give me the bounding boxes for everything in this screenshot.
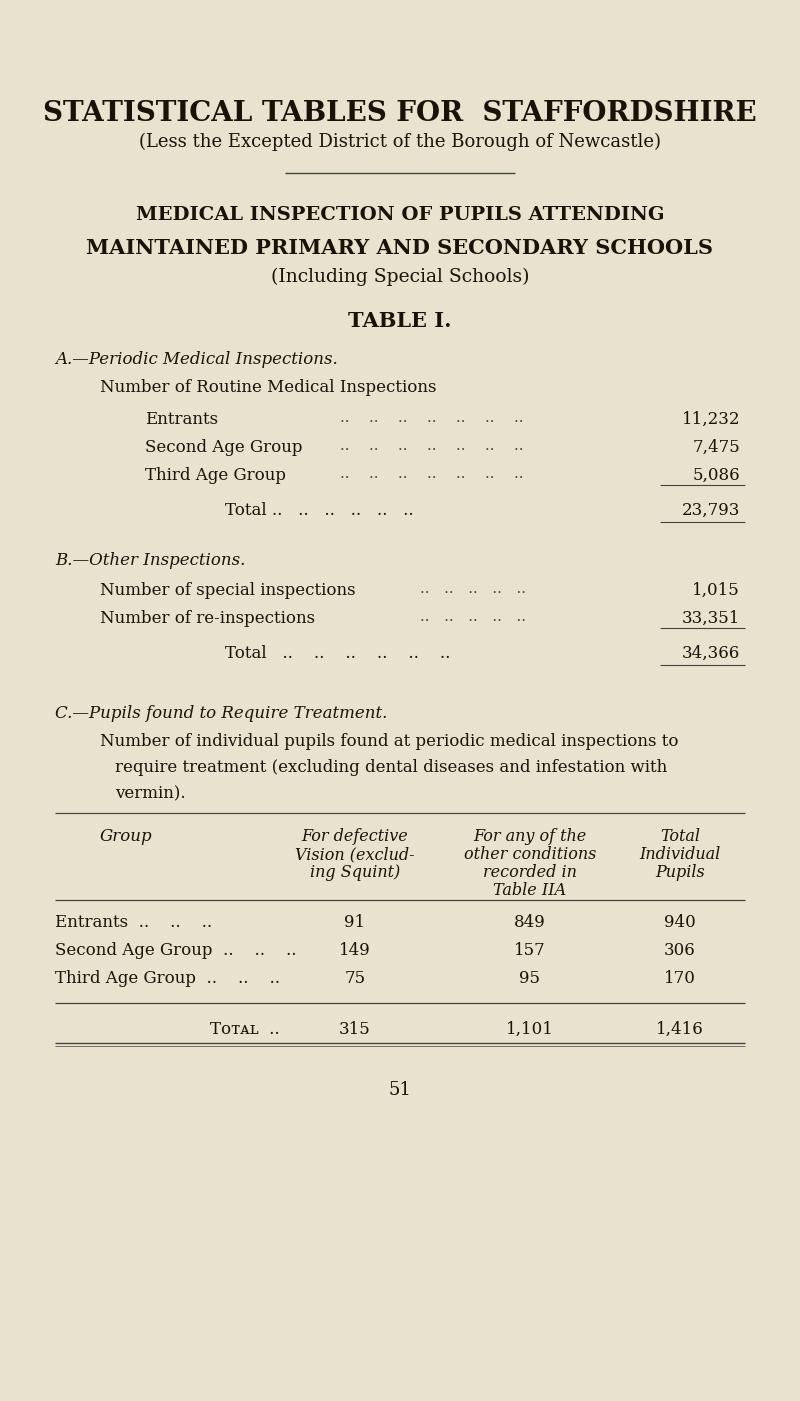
Text: MEDICAL INSPECTION OF PUPILS ATTENDING: MEDICAL INSPECTION OF PUPILS ATTENDING <box>136 206 664 224</box>
Text: vermin).: vermin). <box>115 785 186 801</box>
Text: ..    ..    ..    ..    ..    ..    ..: .. .. .. .. .. .. .. <box>340 410 523 425</box>
Text: 23,793: 23,793 <box>682 502 740 518</box>
Text: STATISTICAL TABLES FOR  STAFFORDSHIRE: STATISTICAL TABLES FOR STAFFORDSHIRE <box>43 99 757 127</box>
Text: A.—Periodic Medical Inspections.: A.—Periodic Medical Inspections. <box>55 352 338 368</box>
Text: 51: 51 <box>389 1082 411 1098</box>
Text: Total: Total <box>660 828 700 845</box>
Text: 75: 75 <box>345 969 366 986</box>
Text: 33,351: 33,351 <box>682 609 740 628</box>
Text: TABLE I.: TABLE I. <box>348 311 452 331</box>
Text: other conditions: other conditions <box>464 846 596 863</box>
Text: ..   ..   ..   ..   ..: .. .. .. .. .. <box>420 581 526 595</box>
Text: Table IIA: Table IIA <box>494 883 566 899</box>
Text: Number of special inspections: Number of special inspections <box>100 581 356 600</box>
Text: Number of Routine Medical Inspections: Number of Routine Medical Inspections <box>100 380 437 396</box>
Text: require treatment (excluding dental diseases and infestation with: require treatment (excluding dental dise… <box>115 759 667 776</box>
Text: Third Age Group  ..    ..    ..: Third Age Group .. .. .. <box>55 969 280 986</box>
Text: Total   ..    ..    ..    ..    ..    ..: Total .. .. .. .. .. .. <box>225 644 450 663</box>
Text: ..   ..   ..   ..   ..: .. .. .. .. .. <box>420 609 526 623</box>
Text: B.—Other Inspections.: B.—Other Inspections. <box>55 552 246 569</box>
Text: 1,101: 1,101 <box>506 1021 554 1038</box>
Text: 91: 91 <box>345 913 366 932</box>
Text: Group: Group <box>100 828 153 845</box>
Text: C.—Pupils found to Require Treatment.: C.—Pupils found to Require Treatment. <box>55 705 387 722</box>
Text: 5,086: 5,086 <box>692 467 740 483</box>
Text: Third Age Group: Third Age Group <box>145 467 286 483</box>
Text: 34,366: 34,366 <box>682 644 740 663</box>
Text: Second Age Group: Second Age Group <box>145 439 302 455</box>
Text: 306: 306 <box>664 941 696 960</box>
Text: Tᴏᴛᴀʟ  ..: Tᴏᴛᴀʟ .. <box>210 1021 280 1038</box>
Text: For defective: For defective <box>302 828 408 845</box>
Text: 170: 170 <box>664 969 696 986</box>
Text: Pupils: Pupils <box>655 864 705 881</box>
Text: Number of re-inspections: Number of re-inspections <box>100 609 315 628</box>
Text: 315: 315 <box>339 1021 371 1038</box>
Text: 1,015: 1,015 <box>692 581 740 600</box>
Text: ..    ..    ..    ..    ..    ..    ..: .. .. .. .. .. .. .. <box>340 467 523 481</box>
Text: 940: 940 <box>664 913 696 932</box>
Text: For any of the: For any of the <box>474 828 586 845</box>
Text: 11,232: 11,232 <box>682 410 740 427</box>
Text: Entrants  ..    ..    ..: Entrants .. .. .. <box>55 913 212 932</box>
Text: 157: 157 <box>514 941 546 960</box>
Text: (Including Special Schools): (Including Special Schools) <box>270 268 530 286</box>
Text: Total ..   ..   ..   ..   ..   ..: Total .. .. .. .. .. .. <box>225 502 414 518</box>
Text: Number of individual pupils found at periodic medical inspections to: Number of individual pupils found at per… <box>100 733 678 750</box>
Text: 849: 849 <box>514 913 546 932</box>
Text: ing Squint): ing Squint) <box>310 864 400 881</box>
Text: recorded in: recorded in <box>483 864 577 881</box>
Text: MAINTAINED PRIMARY AND SECONDARY SCHOOLS: MAINTAINED PRIMARY AND SECONDARY SCHOOLS <box>86 238 714 258</box>
Text: 149: 149 <box>339 941 371 960</box>
Text: 1,416: 1,416 <box>656 1021 704 1038</box>
Text: Second Age Group  ..    ..    ..: Second Age Group .. .. .. <box>55 941 297 960</box>
Text: 7,475: 7,475 <box>692 439 740 455</box>
Text: Entrants: Entrants <box>145 410 218 427</box>
Text: 95: 95 <box>519 969 541 986</box>
Text: ..    ..    ..    ..    ..    ..    ..: .. .. .. .. .. .. .. <box>340 439 523 453</box>
Text: Individual: Individual <box>639 846 721 863</box>
Text: (Less the Excepted District of the Borough of Newcastle): (Less the Excepted District of the Borou… <box>139 133 661 151</box>
Text: Vision (exclud-: Vision (exclud- <box>295 846 414 863</box>
